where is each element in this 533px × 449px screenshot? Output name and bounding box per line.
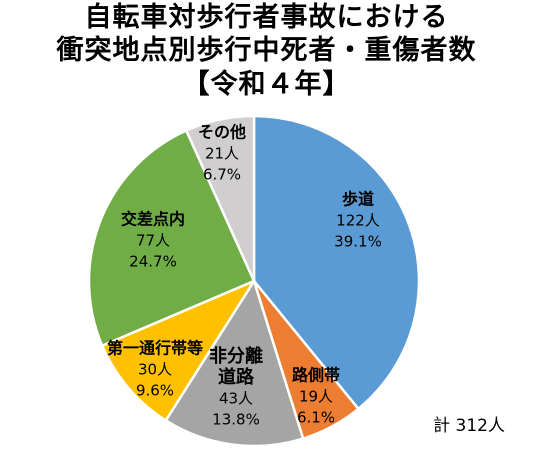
slice-1-percent: 39.1% bbox=[334, 233, 382, 251]
slice-4-percent: 9.6% bbox=[136, 382, 174, 400]
slice-4-label-0: 第一通行帯等 bbox=[107, 339, 203, 358]
slice-1-label-0: 歩道 bbox=[342, 190, 374, 209]
slice-3-percent: 13.8% bbox=[212, 411, 260, 429]
pie-slice-4 bbox=[100, 279, 256, 422]
slice-5-count: 77人 bbox=[136, 232, 170, 250]
slice-6-label-0: その他 bbox=[198, 123, 246, 142]
pie-slice-1 bbox=[252, 114, 421, 411]
chart-title-line-3: 【令和４年】 bbox=[182, 69, 351, 100]
pie-slice-5 bbox=[87, 129, 256, 347]
slice-5-label-0: 交差点内 bbox=[121, 210, 185, 229]
chart-title-line-2: 衝突地点別歩行中死者・重傷者数 bbox=[56, 35, 477, 66]
pie-slice-3 bbox=[164, 279, 305, 448]
slice-1-count: 122人 bbox=[336, 212, 380, 230]
slice-3-count: 43人 bbox=[219, 390, 253, 408]
slice-6-percent: 6.7% bbox=[203, 166, 241, 184]
slice-2-count: 19人 bbox=[299, 388, 333, 406]
slice-3-label-0: 非分離 bbox=[209, 345, 263, 367]
slice-4-count: 30人 bbox=[138, 361, 172, 379]
slice-2-label-0: 路側帯 bbox=[292, 366, 340, 385]
slice-3-label-1: 道路 bbox=[218, 366, 255, 388]
slice-6-count: 21人 bbox=[205, 145, 239, 163]
total-label: 計 312人 bbox=[433, 416, 505, 436]
pie-slice-6 bbox=[185, 114, 256, 283]
slice-2-percent: 6.1% bbox=[297, 409, 335, 427]
chart-title-line-1: 自転車対歩行者事故における bbox=[84, 2, 449, 33]
slice-5-percent: 24.7% bbox=[129, 253, 177, 271]
